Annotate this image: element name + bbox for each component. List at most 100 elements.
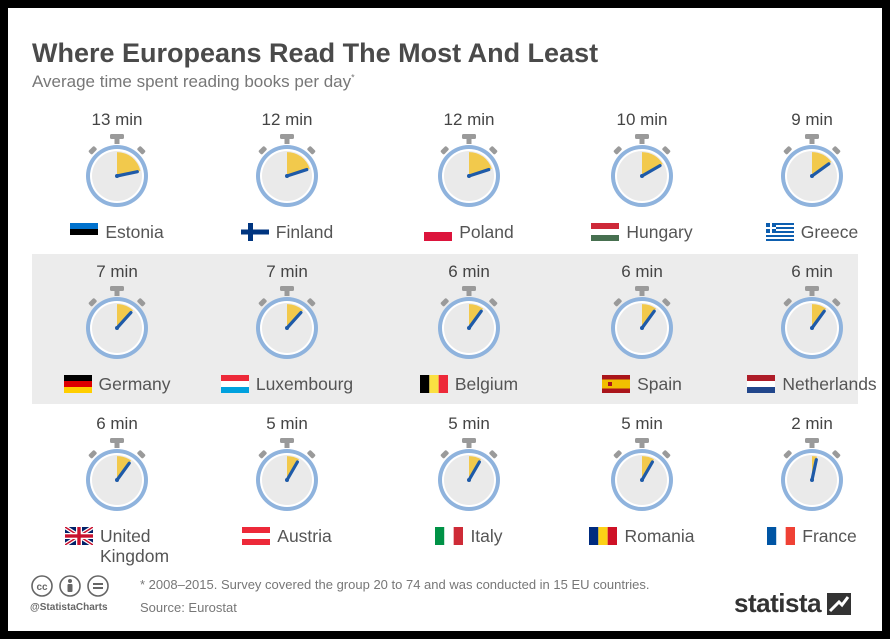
stopwatch-top-button bbox=[462, 438, 476, 443]
stopwatch-right-button bbox=[489, 298, 498, 307]
stopwatch-stem bbox=[284, 290, 290, 296]
statista-charts-handle: @StatistaCharts bbox=[30, 602, 108, 613]
statista-logo-icon bbox=[827, 592, 852, 615]
stopwatch-right-button bbox=[832, 298, 841, 307]
united-kingdom-flag-icon bbox=[64, 527, 93, 545]
stopwatch-stem bbox=[809, 442, 815, 448]
country-cell: 6 min United Kingdom bbox=[32, 414, 202, 566]
stopwatch-right-button bbox=[489, 450, 498, 459]
france-flag-icon bbox=[767, 527, 796, 545]
minutes-label: 10 min bbox=[616, 110, 668, 129]
stopwatch-icon bbox=[86, 134, 148, 207]
country-name: United Kingdom bbox=[99, 526, 170, 566]
belgium-flag-icon bbox=[419, 375, 448, 393]
country-label: France bbox=[727, 526, 882, 546]
stopwatch-icon bbox=[611, 134, 673, 207]
stopwatch-top-button bbox=[110, 286, 124, 291]
finland-flag-icon bbox=[240, 223, 269, 241]
country-label: Romania bbox=[557, 526, 727, 546]
stopwatch-stem bbox=[114, 442, 120, 448]
country-label: Spain bbox=[557, 374, 727, 394]
stopwatch-left-button bbox=[88, 298, 97, 307]
stopwatch-top-button bbox=[110, 438, 124, 443]
country-cell: 10 min Hungary bbox=[557, 110, 727, 260]
country-cell: 5 min Romania bbox=[557, 414, 727, 564]
stopwatch-right-button bbox=[662, 146, 671, 155]
luxembourg-flag-icon bbox=[220, 375, 249, 393]
stopwatch-right-button bbox=[489, 146, 498, 155]
minutes-label: 12 min bbox=[261, 110, 313, 129]
stopwatch-right-button bbox=[137, 298, 146, 307]
country-name: Belgium bbox=[454, 374, 519, 394]
stopwatch-icon bbox=[86, 438, 148, 511]
stopwatch-hand bbox=[640, 460, 655, 482]
source-note: Source: Eurostat bbox=[140, 600, 237, 615]
statista-logo-text: statista bbox=[734, 588, 822, 618]
minutes-label: 12 min bbox=[443, 110, 495, 129]
stopwatch-stem bbox=[809, 138, 815, 144]
stopwatch-left-button bbox=[440, 146, 449, 155]
hungary-flag-icon bbox=[591, 223, 620, 241]
statista-logo: statista bbox=[734, 588, 852, 619]
country-name: Poland bbox=[459, 222, 514, 242]
stopwatch-stem bbox=[639, 290, 645, 296]
country-name: Romania bbox=[624, 526, 695, 546]
country-name: Germany bbox=[98, 374, 171, 394]
minutes-label: 6 min bbox=[96, 414, 138, 433]
stopwatch-hand bbox=[810, 162, 831, 178]
stopwatch-top-button bbox=[805, 438, 819, 443]
country-name: Estonia bbox=[105, 222, 164, 242]
country-name: Austria bbox=[277, 526, 332, 546]
stopwatch-top-button bbox=[280, 438, 294, 443]
stopwatch-stem bbox=[114, 290, 120, 296]
stopwatch-left-button bbox=[440, 450, 449, 459]
stopwatch-icon bbox=[438, 286, 500, 359]
stopwatch-top-button bbox=[280, 134, 294, 139]
stopwatch-left-button bbox=[258, 298, 267, 307]
stopwatch-top-button bbox=[462, 286, 476, 291]
stopwatch-top-button bbox=[805, 286, 819, 291]
minutes-label: 6 min bbox=[621, 262, 663, 281]
country-name: Netherlands bbox=[782, 374, 877, 394]
stopwatch-top-button bbox=[805, 134, 819, 139]
stopwatch-icon bbox=[438, 134, 500, 207]
country-name: Finland bbox=[275, 222, 334, 242]
chart-title: Where Europeans Read The Most And Least bbox=[32, 38, 599, 68]
country-label: Hungary bbox=[557, 222, 727, 242]
minutes-label: 2 min bbox=[791, 414, 833, 433]
stopwatch-hand bbox=[115, 310, 133, 330]
minutes-label: 9 min bbox=[791, 110, 833, 129]
country-cell: 12 min Poland bbox=[384, 110, 554, 260]
stopwatch-stem bbox=[114, 138, 120, 144]
austria-flag-icon bbox=[242, 527, 271, 545]
stopwatch-icon bbox=[781, 438, 843, 511]
country-label: United Kingdom bbox=[32, 526, 202, 566]
stopwatch-icon bbox=[86, 286, 148, 359]
country-cell: 7 min Germany bbox=[32, 262, 202, 412]
stopwatch-hand bbox=[285, 460, 300, 482]
country-label: Germany bbox=[32, 374, 202, 394]
stopwatch-hand bbox=[285, 310, 303, 330]
country-cell: 6 min Netherlands bbox=[727, 262, 882, 412]
stopwatch-icon bbox=[781, 134, 843, 207]
romania-flag-icon bbox=[589, 527, 618, 545]
country-cell: 12 min Finland bbox=[202, 110, 372, 260]
minutes-label: 13 min bbox=[91, 110, 143, 129]
country-cell: 9 min Greece bbox=[727, 110, 882, 260]
minutes-label: 6 min bbox=[791, 262, 833, 281]
svg-text:cc: cc bbox=[36, 582, 48, 593]
minutes-label: 7 min bbox=[266, 262, 308, 281]
stopwatch-left-button bbox=[613, 146, 622, 155]
stopwatch-right-button bbox=[662, 298, 671, 307]
country-name: France bbox=[802, 526, 857, 546]
stopwatch-top-button bbox=[110, 134, 124, 139]
stopwatch-right-button bbox=[832, 146, 841, 155]
stopwatch-left-button bbox=[258, 450, 267, 459]
country-name: Greece bbox=[800, 222, 859, 242]
elapsed-time-wedge bbox=[117, 152, 141, 176]
stopwatch-stem bbox=[639, 442, 645, 448]
stopwatch-left-button bbox=[258, 146, 267, 155]
stopwatch-stem bbox=[809, 290, 815, 296]
subtitle-footnote-mark: * bbox=[351, 72, 355, 83]
country-label: Finland bbox=[202, 222, 372, 242]
